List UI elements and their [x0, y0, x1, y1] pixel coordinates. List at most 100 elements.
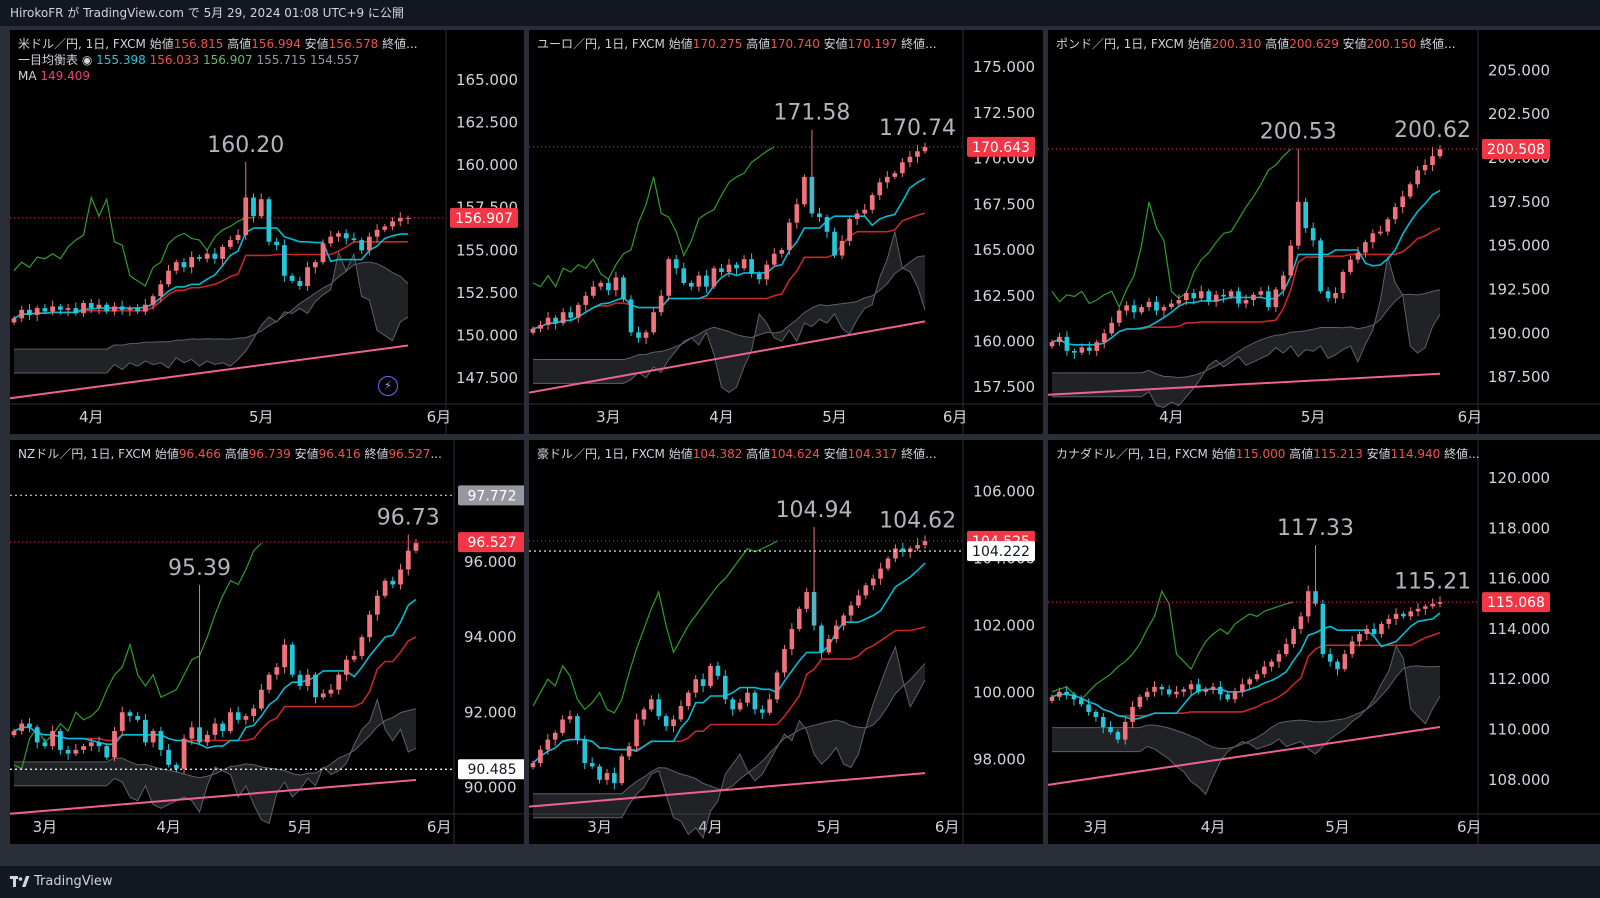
candle-body [150, 731, 156, 743]
chart-audjpy[interactable]: 106.000104.000102.000100.00098.0003月4月5月… [529, 440, 1043, 844]
candle-body [764, 264, 770, 280]
chart-legend: ポンド／円, 1日, FXCM 始値200.310 高値200.629 安値20… [1056, 36, 1456, 52]
candle-body [1386, 618, 1392, 624]
ichimoku-chikou-line [13, 542, 262, 770]
legend-high: 200.629 [1289, 37, 1339, 51]
candle-body [181, 262, 187, 268]
candle-body [651, 312, 656, 333]
candle-body [658, 295, 664, 313]
chart-usdjpy[interactable]: 165.000 162.500 160.000 157.500 155.000 152.5… [10, 30, 524, 434]
footer-brand[interactable]: TradingView [34, 874, 113, 889]
legend-high-label: 高値 [227, 37, 252, 51]
y-tick-label: 94.000 [464, 628, 517, 646]
candle-body [228, 712, 233, 732]
candle-body [634, 719, 639, 747]
candle-body [1116, 310, 1122, 323]
candle-body [545, 317, 551, 326]
candle-body [575, 304, 581, 318]
candle-body [779, 250, 785, 254]
candle-body [1109, 322, 1115, 334]
legend-low: 156.578 [328, 37, 379, 51]
ma-line [529, 320, 926, 394]
ichimoku-span-a [533, 255, 926, 360]
candle-body [73, 308, 79, 314]
candle-body [1072, 350, 1077, 353]
candle-body [1203, 689, 1209, 692]
legend-ellipsis: ... [430, 447, 442, 461]
candle-body [1064, 691, 1069, 695]
chart-legend: 米ドル／円, 1日, FXCM 始値156.815 高値156.994 安値15… [18, 36, 418, 84]
candle-body [804, 592, 809, 609]
candle-body [730, 699, 735, 710]
candle-body [708, 665, 713, 686]
legend-high-label: 高値 [746, 37, 771, 51]
ichimoku-span-a [1052, 289, 1441, 379]
ichimoku-cloud [14, 699, 416, 824]
chart-cadjpy[interactable]: 120.000 118.000 116.000 114.000 112.000 110.0… [1048, 440, 1600, 844]
legend-open-label: 始値 [668, 447, 693, 461]
candle-body [1430, 603, 1435, 607]
chart-eurjpy[interactable]: 175.000 172.500 170.000 167.500 165.000 162.5… [529, 30, 1043, 434]
candle-body [839, 240, 845, 256]
candle-body [538, 325, 543, 329]
eye-icon[interactable]: ◉ [78, 53, 97, 67]
x-tick-label: 3月 [596, 408, 621, 426]
peak-label: 200.62 [1394, 118, 1471, 143]
peak-label: 104.94 [776, 498, 853, 523]
candle-body [832, 231, 837, 256]
tradingview-logo-icon[interactable] [10, 874, 30, 890]
candle-body [1333, 293, 1338, 299]
y-tick-label: 150.000 [456, 326, 518, 344]
candle-body [1298, 616, 1304, 629]
candle-body [274, 667, 280, 675]
candle-body [1408, 611, 1413, 617]
x-tick-label: 3月 [33, 818, 58, 836]
chart-legend: 豪ドル／円, 1日, FXCM 始値104.382 高値104.624 安値10… [537, 446, 937, 462]
candle-body [1400, 196, 1406, 208]
x-tick-label: 6月 [1457, 818, 1482, 836]
candle-body [220, 723, 226, 732]
x-tick-label: 5月 [288, 818, 313, 836]
candle-body [212, 723, 218, 735]
candle-body [612, 773, 617, 784]
candle-body [1221, 294, 1226, 297]
legend-ma: MA 149.409 [18, 68, 418, 84]
candle-body [88, 303, 94, 309]
candle-body [1049, 696, 1055, 701]
legend-open-label: 始値 [154, 447, 179, 461]
chart-legend: NZドル／円, 1日, FXCM 始値96.466 高値96.739 安値96.… [18, 446, 442, 462]
candle-body [11, 731, 17, 736]
candle-body [678, 706, 684, 720]
y-tick-label: 120.000 [1488, 469, 1550, 487]
candle-body [266, 199, 272, 242]
candle-body [673, 259, 679, 269]
ichimoku-cloud [1052, 645, 1440, 795]
candle-body [915, 545, 920, 549]
legend-close-label: 終値... [901, 447, 937, 461]
last-price-label-bg [1482, 592, 1550, 613]
lightning-icon[interactable]: ⚡ [378, 376, 398, 396]
y-tick-label: 195.000 [1488, 237, 1550, 255]
x-tick-label: 4月 [1159, 408, 1184, 426]
candle-body [1283, 644, 1289, 655]
reference-label: 104.222 [972, 544, 1030, 560]
ma-line [10, 344, 409, 400]
y-tick-label: 202.500 [1488, 105, 1550, 123]
ichimoku-spana: 155.715 [256, 53, 307, 67]
last-price-label-bg [450, 207, 518, 228]
candle-body [374, 595, 380, 615]
candle-body [1152, 686, 1157, 692]
ichimoku-kijun: 156.033 [149, 53, 200, 67]
x-tick-label: 5月 [249, 408, 274, 426]
y-tick-label: 152.500 [456, 284, 518, 302]
candle-body [723, 675, 728, 700]
candle-body [150, 296, 156, 305]
ma-line [1048, 726, 1441, 786]
chart-gbpjpy[interactable]: 205.000202.500200.000197.500195.000192.5… [1048, 30, 1600, 434]
last-price-label-bg [458, 532, 524, 553]
y-tick-label: 162.500 [456, 114, 518, 132]
candle-body [1342, 654, 1348, 670]
peak-label: 96.73 [377, 506, 440, 531]
y-tick-label: 197.500 [1488, 193, 1550, 211]
chart-nzdjpy[interactable]: 96.000 94.000 92.000 90.000 3月 4月 5月 6月 95.39 96.… [10, 440, 524, 844]
